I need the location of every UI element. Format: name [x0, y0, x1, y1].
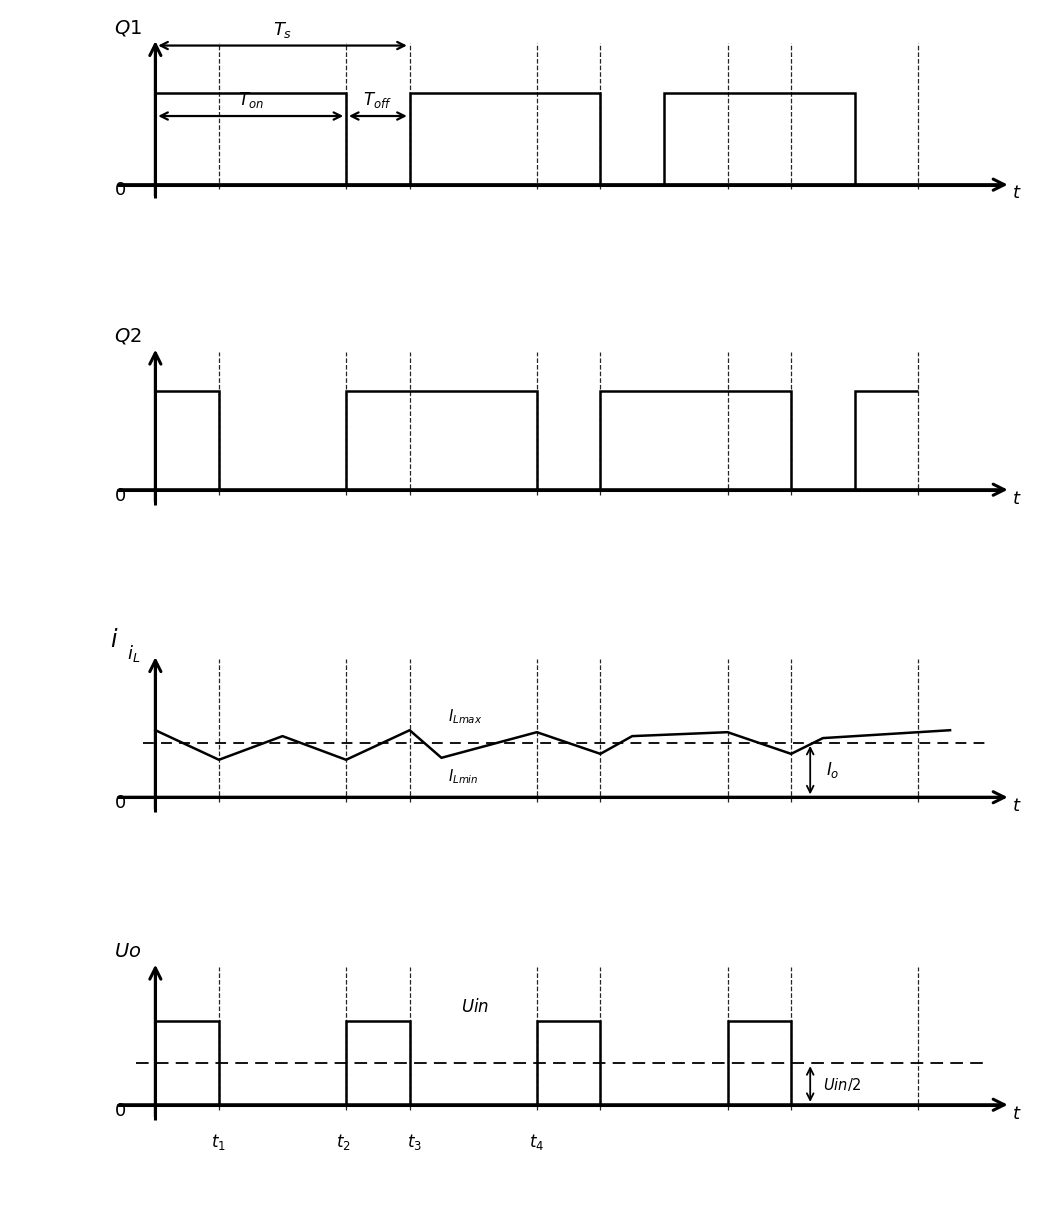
- Text: $t_3$: $t_3$: [408, 1132, 422, 1153]
- Text: $I_{Lmax}$: $I_{Lmax}$: [448, 708, 482, 726]
- Text: $\it{i}$: $\it{i}$: [110, 628, 118, 653]
- Text: $Uin$: $Uin$: [461, 998, 489, 1016]
- Text: $t_4$: $t_4$: [529, 1132, 544, 1153]
- Text: $Q1$: $Q1$: [114, 18, 142, 38]
- Text: $t_1$: $t_1$: [211, 1132, 227, 1153]
- Text: $T_{on}$: $T_{on}$: [238, 89, 263, 109]
- Text: $t$: $t$: [1013, 490, 1022, 507]
- Text: $T_s$: $T_s$: [273, 20, 293, 40]
- Text: $Q2$: $Q2$: [114, 326, 142, 345]
- Text: $T_{off}$: $T_{off}$: [364, 89, 392, 109]
- Text: $0$: $0$: [114, 794, 126, 812]
- Text: $t$: $t$: [1013, 184, 1022, 202]
- Text: $i_L$: $i_L$: [126, 643, 140, 664]
- Text: $0$: $0$: [114, 1101, 126, 1120]
- Text: $Uo$: $Uo$: [114, 943, 141, 960]
- Text: $t$: $t$: [1013, 1105, 1022, 1122]
- Text: $t_2$: $t_2$: [335, 1132, 350, 1153]
- Text: $t$: $t$: [1013, 797, 1022, 815]
- Text: $I_{Lmin}$: $I_{Lmin}$: [448, 768, 479, 786]
- Text: $Uin/2$: $Uin/2$: [822, 1076, 861, 1093]
- Text: $0$: $0$: [114, 486, 126, 505]
- Text: $I_o$: $I_o$: [827, 761, 839, 780]
- Text: $0$: $0$: [114, 181, 126, 200]
